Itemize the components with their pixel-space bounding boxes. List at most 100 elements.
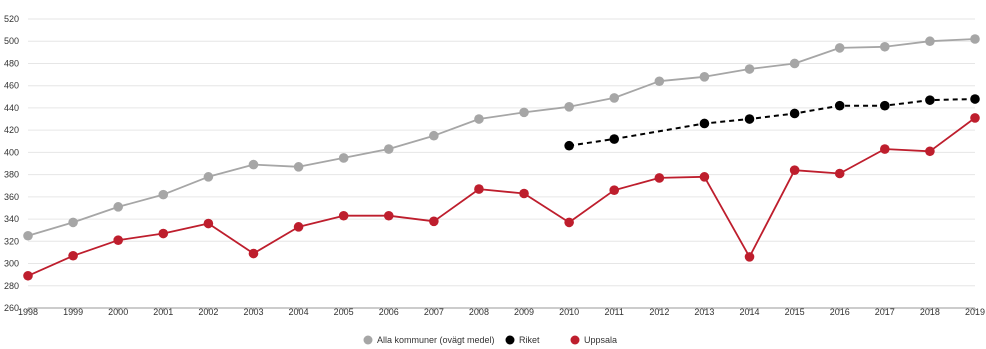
data-point [429, 216, 439, 227]
x-tick-label: 2002 [198, 307, 218, 317]
legend-marker [363, 335, 373, 345]
data-point [970, 34, 980, 44]
data-point [338, 153, 349, 163]
legend-marker [505, 335, 515, 345]
x-tick-label: 2000 [108, 307, 128, 317]
x-tick-label: 2017 [875, 307, 895, 317]
data-point [789, 108, 800, 119]
x-tick-label: 2014 [740, 307, 760, 317]
data-point [113, 235, 123, 245]
data-point [248, 159, 259, 170]
y-tick-label: 400 [4, 147, 19, 157]
data-point [834, 100, 845, 111]
data-point [68, 250, 78, 261]
data-point [654, 173, 665, 183]
series-1 [564, 94, 980, 151]
y-tick-label: 380 [4, 170, 19, 180]
data-point [925, 95, 935, 105]
y-tick-label: 280 [4, 281, 19, 291]
y-tick-label: 500 [4, 36, 19, 46]
x-tick-label: 2008 [469, 307, 489, 317]
series-line [27, 38, 976, 237]
y-tick-label: 460 [4, 81, 19, 91]
x-tick-label: 2012 [649, 307, 669, 317]
data-point [203, 218, 214, 229]
data-point [519, 188, 529, 199]
data-point [564, 217, 574, 228]
legend: Alla kommuner (ovägt medel) Riket Uppsala [363, 335, 617, 345]
y-tick-label: 520 [4, 14, 19, 24]
grid-lines [27, 18, 976, 311]
data-point [834, 168, 845, 179]
data-point [744, 64, 755, 74]
data-point [383, 144, 394, 154]
data-point [564, 140, 574, 151]
x-tick-label: 1999 [63, 307, 83, 317]
data-point [699, 118, 710, 129]
data-point [925, 36, 935, 47]
data-point [23, 230, 33, 241]
series-0 [23, 34, 980, 241]
x-tick-label: 2013 [694, 307, 714, 317]
data-point [293, 222, 304, 232]
data-point [68, 217, 78, 228]
data-point [383, 210, 394, 221]
x-tick-label: 2011 [605, 307, 624, 317]
y-tick-label: 480 [4, 58, 19, 68]
x-tick-label: 2001 [153, 307, 173, 317]
data-point [564, 102, 574, 112]
series-lines [23, 34, 980, 281]
data-point [23, 270, 33, 281]
data-point [880, 144, 890, 154]
data-point [338, 210, 349, 221]
data-point [699, 172, 710, 182]
y-tick-label: 360 [4, 192, 19, 202]
x-tick-label: 2004 [289, 307, 309, 317]
legend-label: Alla kommuner (ovägt medel) [377, 335, 495, 345]
data-point [609, 185, 620, 195]
y-tick-label: 320 [4, 236, 19, 246]
data-point [744, 252, 755, 262]
data-point [203, 172, 214, 182]
data-point [474, 114, 484, 124]
data-point [474, 184, 484, 194]
x-tick-label: 2015 [785, 307, 805, 317]
series-2 [23, 113, 980, 281]
x-tick-label: 2006 [379, 307, 399, 317]
x-tick-label: 2007 [424, 307, 444, 317]
data-point [744, 114, 755, 124]
data-point [970, 94, 980, 104]
data-point [654, 76, 665, 87]
y-tick-label: 340 [4, 214, 19, 224]
data-point [925, 146, 935, 157]
series-line [27, 117, 976, 277]
x-tick-label: 2009 [514, 307, 534, 317]
data-point [429, 130, 439, 141]
data-point [158, 228, 169, 239]
y-axis-tick-labels: 260 280 300 320 340 360 380 400 420 440 460 480 500 5… [4, 14, 19, 313]
x-tick-label: 2019 [965, 307, 985, 317]
data-point [609, 93, 620, 103]
data-point [609, 134, 620, 144]
data-point [880, 100, 890, 111]
data-point [699, 72, 710, 82]
series-line [568, 98, 976, 147]
y-tick-label: 260 [4, 303, 19, 313]
x-tick-label: 2018 [920, 307, 940, 317]
data-point [113, 202, 123, 212]
data-point [834, 43, 845, 53]
data-point [158, 189, 169, 200]
x-tick-label: 2003 [243, 307, 263, 317]
data-point [789, 165, 800, 175]
data-point [293, 162, 304, 172]
x-axis-tick-labels: 1998 1999 2000 2001 2002 2003 2004 2005 2006 2007… [18, 307, 985, 317]
y-tick-label: 440 [4, 103, 19, 113]
x-tick-label: 2005 [334, 307, 354, 317]
legend-label: Riket [519, 335, 540, 345]
data-point [970, 113, 980, 123]
y-tick-label: 300 [4, 259, 19, 269]
x-tick-label: 2010 [559, 307, 579, 317]
x-tick-label: 2016 [830, 307, 850, 317]
legend-marker [570, 335, 580, 345]
